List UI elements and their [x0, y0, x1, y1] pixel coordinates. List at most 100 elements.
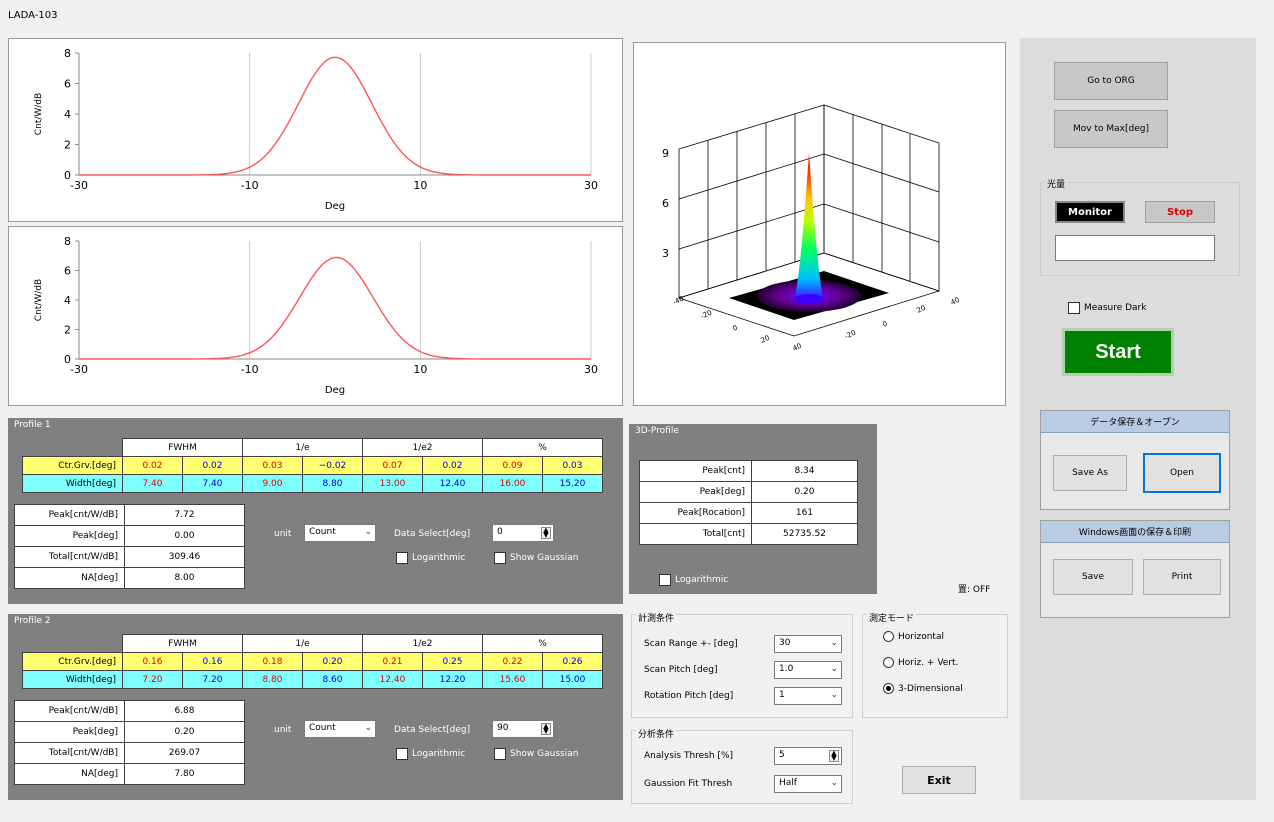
y-tick-label: 0	[64, 353, 71, 366]
ctr-cell: 0.03	[242, 456, 303, 475]
logarithmic-checkbox[interactable]: Logarithmic	[396, 748, 465, 760]
logarithmic-checkbox[interactable]: Logarithmic	[396, 552, 465, 564]
exit-button[interactable]: Exit	[902, 766, 976, 794]
unit-label: unit	[274, 725, 292, 735]
analysis-title: 分析条件	[636, 727, 677, 740]
3d-peak-base	[794, 294, 824, 304]
right-control-panel: Go to ORG Mov to Max[deg] 光量 Monitor Sto…	[1020, 38, 1256, 800]
print-button[interactable]: Print	[1143, 559, 1221, 595]
stat-value: 0.00	[124, 525, 245, 547]
ctr-cell: 0.21	[362, 652, 423, 671]
ctr-cell: 0.16	[182, 652, 243, 671]
chevron-down-icon: ⌄	[830, 638, 838, 648]
save-as-button[interactable]: Save As	[1053, 455, 1127, 491]
unit-label: unit	[274, 529, 292, 539]
stat-value: 0.20	[124, 721, 245, 743]
move-to-max-button[interactable]: Mov to Max[deg]	[1054, 110, 1168, 148]
header-percent: %	[482, 438, 603, 457]
y-tick-label: 2	[64, 324, 71, 337]
monitor-button[interactable]: Monitor	[1055, 201, 1125, 223]
analysis-thresh-spinner[interactable]: 5 ▲ ▼	[774, 747, 842, 765]
x-tick-label: 30	[584, 363, 598, 376]
3d-grid	[677, 104, 941, 337]
spin-arrows-icon[interactable]: ▲ ▼	[541, 527, 551, 539]
3d-chart: 9 6 3 -40 -20 0 20 40 -20 0 20 40	[662, 104, 961, 353]
gauss-fit-select[interactable]: Half ⌄	[774, 775, 842, 793]
light-level-group: 光量 Monitor Stop	[1040, 177, 1240, 276]
y-tick-label: 0	[64, 169, 71, 182]
chevron-down-icon: ⌄	[364, 723, 372, 733]
light-title: 光量	[1045, 177, 1068, 190]
stop-button[interactable]: Stop	[1145, 201, 1215, 223]
width-cell: 7.40	[122, 474, 183, 493]
data-select-spinner[interactable]: 0 ▲ ▼	[492, 524, 554, 542]
mode-3d-radio[interactable]: 3-Dimensional	[883, 683, 963, 694]
stat-value: 0.20	[751, 481, 858, 503]
data-select-spinner[interactable]: 90 ▲ ▼	[492, 720, 554, 738]
spin-arrows-icon[interactable]: ▲ ▼	[541, 723, 551, 735]
z-tick-label: 6	[662, 197, 669, 210]
width-label: Width[deg]	[22, 670, 123, 689]
z-tick-label: 9	[662, 147, 669, 160]
x-tick-label: -10	[241, 363, 259, 376]
measure-title: 計測条件	[636, 611, 677, 624]
ctr-cell: 0.09	[482, 456, 543, 475]
x-axis-label: Deg	[325, 201, 345, 212]
x-tick-label: 30	[584, 179, 598, 192]
unit-select[interactable]: Count ⌄	[304, 720, 376, 738]
y-tick-label: 4	[64, 108, 71, 121]
ctr-cell: −0.02	[302, 456, 363, 475]
svg-text:0: 0	[731, 324, 738, 333]
ctr-cell: 0.26	[542, 652, 603, 671]
mode-horizontal-radio[interactable]: Horizontal	[883, 631, 944, 642]
chevron-down-icon: ⌄	[830, 664, 838, 674]
unit-select[interactable]: Count ⌄	[304, 524, 376, 542]
width-cell: 7.40	[182, 474, 243, 493]
scan-pitch-select[interactable]: 1.0 ⌄	[774, 661, 842, 679]
analysis-conditions: 分析条件 Analysis Thresh [%] 5 ▲ ▼ Gaussion Fi…	[631, 727, 853, 804]
open-button[interactable]: Open	[1143, 453, 1221, 493]
ctr-cell: 0.18	[242, 652, 303, 671]
3d-peak	[794, 153, 824, 301]
spin-arrows-icon[interactable]: ▲ ▼	[829, 750, 839, 762]
stat-value: 8.00	[124, 567, 245, 589]
stat-label: Peak[Rocation]	[639, 502, 752, 524]
profile-2-label: Profile 2	[12, 616, 53, 626]
light-level-field[interactable]	[1055, 235, 1215, 261]
measure-dark-checkbox[interactable]: Measure Dark	[1068, 302, 1146, 314]
profile-2-panel: Profile 2 FWHM 1/e 1/e2 % Ctr.Grv.[deg] …	[8, 614, 623, 800]
app-title: LADA-103	[8, 10, 58, 21]
stat-label: Total[cnt/W/dB]	[14, 742, 125, 764]
y-tick-label: 6	[64, 265, 71, 278]
stat-label: NA[deg]	[14, 567, 125, 589]
y-tick-label: 8	[64, 235, 71, 248]
profile-curve	[79, 56, 591, 176]
scan-range-select[interactable]: 30 ⌄	[774, 635, 842, 653]
profile-curve	[79, 256, 591, 360]
ctr-cell: 0.02	[122, 456, 183, 475]
y-tick-label: 4	[64, 294, 71, 307]
scan-pitch-label: Scan Pitch [deg]	[644, 665, 718, 675]
3d-plot: 9 6 3 -40 -20 0 20 40 -20 0 20 40	[633, 42, 1006, 406]
stat-label: Peak[deg]	[14, 525, 125, 547]
go-to-origin-button[interactable]: Go to ORG	[1054, 62, 1168, 100]
show-gaussian-checkbox[interactable]: Show Gaussian	[494, 748, 578, 760]
chevron-down-icon: ⌄	[364, 527, 372, 537]
3d-logarithmic-checkbox[interactable]: Logarithmic	[659, 574, 728, 586]
width-cell: 8.80	[302, 474, 363, 493]
y-tick-label: 8	[64, 47, 71, 60]
header-1e: 1/e	[242, 438, 363, 457]
x-tick-label: 10	[413, 363, 427, 376]
rotation-pitch-select[interactable]: 1 ⌄	[774, 687, 842, 705]
measure-mode-group: 測定モード Horizontal Horiz. + Vert. 3-Dimens…	[862, 611, 1008, 718]
mode-horiz-vert-radio[interactable]: Horiz. + Vert.	[883, 657, 958, 668]
save-window-button[interactable]: Save	[1053, 559, 1133, 595]
profile-1-stats: Peak[cnt/W/dB] 7.72 Peak[deg] 0.00 Total[c…	[14, 504, 245, 589]
x-tick-label: 10	[413, 179, 427, 192]
width-cell: 7.20	[182, 670, 243, 689]
stat-value: 7.80	[124, 763, 245, 785]
show-gaussian-checkbox[interactable]: Show Gaussian	[494, 552, 578, 564]
x-tick-label: -30	[70, 363, 88, 376]
start-button[interactable]: Start	[1062, 328, 1174, 376]
header-1e2: 1/e2	[362, 634, 483, 653]
